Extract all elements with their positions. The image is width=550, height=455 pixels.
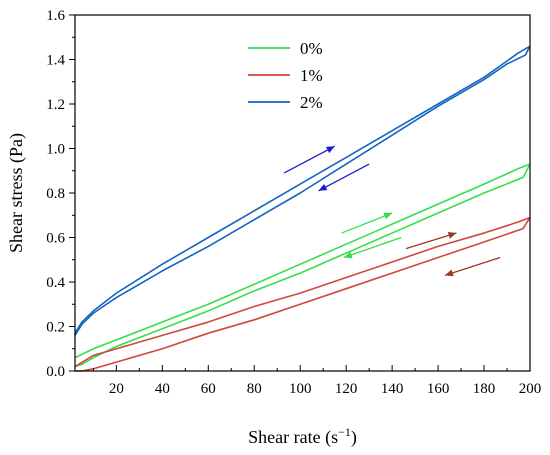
arrowhead	[447, 232, 457, 239]
arrowhead	[343, 251, 353, 259]
legend-label: 1%	[300, 66, 323, 85]
y-tick-label: 1.4	[46, 53, 65, 69]
x-axis-title-unit: s	[331, 427, 338, 447]
legend-label: 2%	[300, 93, 323, 112]
series-line-up	[74, 163, 531, 359]
direction-arrow	[318, 163, 370, 192]
x-tick-label: 20	[109, 381, 124, 397]
x-tick-label: 140	[381, 381, 404, 397]
x-axis-title-unit-exponent: −1	[338, 425, 351, 439]
y-tick-label: 0.6	[46, 231, 65, 247]
series-layer	[74, 45, 531, 372]
arrowhead	[318, 183, 328, 191]
x-tick-label: 40	[155, 381, 170, 397]
x-tick-label: 80	[247, 381, 262, 397]
y-tick-label: 0.8	[46, 186, 65, 202]
series-line-down	[74, 45, 531, 336]
legend-label: 0%	[300, 39, 323, 58]
y-tick-label: 0.0	[46, 364, 65, 380]
direction-arrow	[343, 236, 402, 259]
arrowhead	[383, 212, 393, 220]
series-2pct	[74, 45, 531, 336]
axes: 20 40 60 80 100 120 140 160 180 200 0.0 0.2 0.4 0.6 0.…	[46, 8, 541, 397]
direction-arrow	[283, 145, 335, 174]
series-line-down	[74, 163, 531, 368]
direction-arrow	[405, 232, 457, 250]
x-tick-label: 120	[335, 381, 358, 397]
arrowhead	[325, 146, 335, 154]
legend: 0% 1% 2%	[248, 39, 323, 112]
x-tick-label: 60	[201, 381, 216, 397]
arrow-layer	[283, 145, 501, 277]
series-0pct	[74, 163, 531, 368]
x-tick-label: 100	[289, 381, 312, 397]
x-axis-title-close: )	[351, 427, 357, 448]
direction-arrow	[341, 212, 393, 234]
y-tick-label: 1.0	[46, 142, 65, 158]
y-tick-label: 1.2	[46, 97, 65, 113]
y-tick-label: 0.4	[46, 275, 65, 291]
x-axis-title: Shear rate (s−1)	[248, 425, 357, 448]
series-1pct	[74, 216, 531, 372]
series-line-up	[74, 45, 531, 334]
y-tick-label: 0.2	[46, 320, 65, 336]
x-tick-label: 180	[473, 381, 496, 397]
y-tick-label: 1.6	[46, 8, 65, 24]
arrowhead	[444, 269, 454, 277]
series-line-up	[74, 216, 531, 368]
x-tick-label: 160	[427, 381, 450, 397]
y-axis-title: Shear stress (Pa)	[6, 133, 27, 253]
direction-arrow	[444, 256, 501, 276]
series-line-down	[75, 217, 531, 372]
x-axis-title-text: Shear rate (	[248, 427, 331, 448]
x-tick-label: 200	[519, 381, 542, 397]
